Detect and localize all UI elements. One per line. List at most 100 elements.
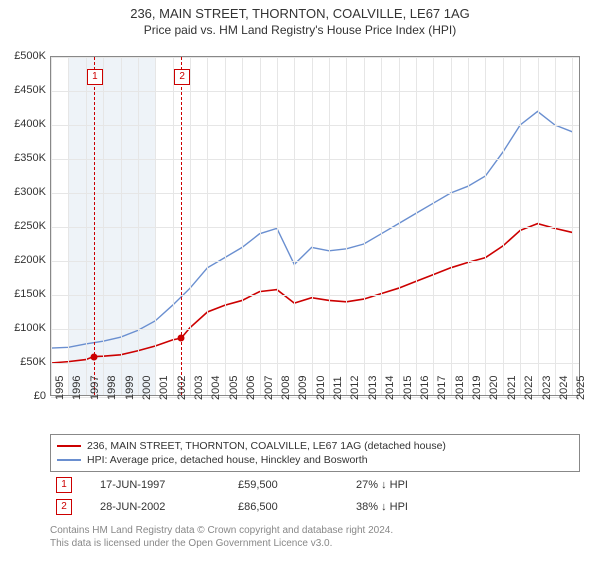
- x-tick-label: 2008: [280, 376, 292, 400]
- gridline-horizontal: [51, 227, 579, 228]
- gridline-vertical: [242, 57, 243, 395]
- y-tick-label: £350K: [14, 152, 46, 164]
- gridline-horizontal: [51, 193, 579, 194]
- legend: 236, MAIN STREET, THORNTON, COALVILLE, L…: [50, 434, 580, 472]
- legend-swatch: [57, 459, 81, 461]
- x-tick-label: 1996: [71, 376, 83, 400]
- gridline-horizontal: [51, 125, 579, 126]
- gridline-vertical: [138, 57, 139, 395]
- y-tick-label: £50K: [20, 356, 46, 368]
- gridline-horizontal: [51, 159, 579, 160]
- gridline-vertical: [572, 57, 573, 395]
- event-delta: 38% ↓ HPI: [356, 501, 408, 513]
- event-line: [181, 57, 182, 395]
- x-tick-label: 2018: [454, 376, 466, 400]
- x-tick-label: 1998: [106, 376, 118, 400]
- chart-subtitle: Price paid vs. HM Land Registry's House …: [0, 23, 600, 37]
- y-tick-label: £400K: [14, 118, 46, 130]
- x-tick-label: 2011: [332, 376, 344, 400]
- event-line: [94, 57, 95, 395]
- event-row: 228-JUN-2002£86,50038% ↓ HPI: [50, 496, 580, 518]
- gridline-horizontal: [51, 57, 579, 58]
- gridline-vertical: [312, 57, 313, 395]
- chart-area: 12 1995199619971998199920002001200220032…: [50, 56, 580, 396]
- gridline-vertical: [416, 57, 417, 395]
- event-delta: 27% ↓ HPI: [356, 479, 408, 491]
- event-row: 1 17-JUN-1997 £59,500 27% ↓ HPI: [50, 474, 580, 496]
- x-tick-label: 2010: [315, 376, 327, 400]
- x-tick-label: 2000: [141, 376, 153, 400]
- y-tick-label: £0: [34, 390, 46, 402]
- gridline-horizontal: [51, 295, 579, 296]
- events-table: 1 17-JUN-1997 £59,500 27% ↓ HPI 228-JUN-2002…: [50, 474, 580, 518]
- x-tick-label: 2003: [193, 376, 205, 400]
- x-tick-label: 2015: [402, 376, 414, 400]
- x-tick-label: 2012: [349, 376, 361, 400]
- gridline-horizontal: [51, 261, 579, 262]
- gridline-horizontal: [51, 91, 579, 92]
- x-tick-label: 2013: [367, 376, 379, 400]
- gridline-vertical: [207, 57, 208, 395]
- gridline-vertical: [225, 57, 226, 395]
- x-tick-label: 2004: [210, 376, 222, 400]
- y-tick-label: £450K: [14, 84, 46, 96]
- event-date: 17-JUN-1997: [100, 479, 210, 491]
- event-marker: 1: [87, 69, 103, 85]
- gridline-vertical: [51, 57, 52, 395]
- legend-swatch: [57, 445, 81, 447]
- event-marker: 2: [174, 69, 190, 85]
- y-tick-label: £150K: [14, 288, 46, 300]
- x-tick-label: 2009: [297, 376, 309, 400]
- y-tick-label: £500K: [14, 50, 46, 62]
- gridline-vertical: [277, 57, 278, 395]
- x-tick-label: 2014: [384, 376, 396, 400]
- footer-attribution: Contains HM Land Registry data © Crown c…: [50, 524, 580, 550]
- gridline-vertical: [364, 57, 365, 395]
- legend-label: HPI: Average price, detached house, Hinc…: [87, 454, 368, 466]
- gridline-vertical: [399, 57, 400, 395]
- gridline-vertical: [520, 57, 521, 395]
- x-tick-label: 2022: [523, 376, 535, 400]
- gridline-vertical: [155, 57, 156, 395]
- footer-line-2: This data is licensed under the Open Gov…: [50, 537, 580, 550]
- x-tick-label: 2024: [558, 376, 570, 400]
- gridline-horizontal: [51, 363, 579, 364]
- x-tick-label: 2023: [541, 376, 553, 400]
- y-tick-label: £300K: [14, 186, 46, 198]
- gridline-vertical: [103, 57, 104, 395]
- gridline-vertical: [190, 57, 191, 395]
- x-tick-label: 1997: [89, 376, 101, 400]
- y-tick-label: £100K: [14, 322, 46, 334]
- gridline-vertical: [485, 57, 486, 395]
- x-tick-label: 1999: [124, 376, 136, 400]
- gridline-horizontal: [51, 329, 579, 330]
- sale-marker-dot: [178, 335, 185, 342]
- event-date: 28-JUN-2002: [100, 501, 210, 513]
- plot-region: 12: [50, 56, 580, 396]
- legend-label: 236, MAIN STREET, THORNTON, COALVILLE, L…: [87, 440, 446, 452]
- x-tick-label: 2002: [176, 376, 188, 400]
- sale-marker-dot: [90, 353, 97, 360]
- x-tick-label: 2005: [228, 376, 240, 400]
- x-tick-label: 2025: [575, 376, 587, 400]
- x-tick-label: 2006: [245, 376, 257, 400]
- legend-item: HPI: Average price, detached house, Hinc…: [57, 453, 573, 467]
- x-tick-label: 2019: [471, 376, 483, 400]
- gridline-vertical: [433, 57, 434, 395]
- y-tick-label: £250K: [14, 220, 46, 232]
- gridline-vertical: [173, 57, 174, 395]
- gridline-vertical: [538, 57, 539, 395]
- x-tick-label: 2016: [419, 376, 431, 400]
- gridline-vertical: [121, 57, 122, 395]
- chart-title: 236, MAIN STREET, THORNTON, COALVILLE, L…: [0, 6, 600, 21]
- gridline-vertical: [555, 57, 556, 395]
- gridline-vertical: [68, 57, 69, 395]
- event-price: £59,500: [238, 479, 328, 491]
- x-tick-label: 2007: [263, 376, 275, 400]
- y-tick-label: £200K: [14, 254, 46, 266]
- event-row-marker: 1: [56, 477, 72, 493]
- x-tick-label: 2020: [488, 376, 500, 400]
- footer-line-1: Contains HM Land Registry data © Crown c…: [50, 524, 580, 537]
- gridline-vertical: [503, 57, 504, 395]
- gridline-vertical: [260, 57, 261, 395]
